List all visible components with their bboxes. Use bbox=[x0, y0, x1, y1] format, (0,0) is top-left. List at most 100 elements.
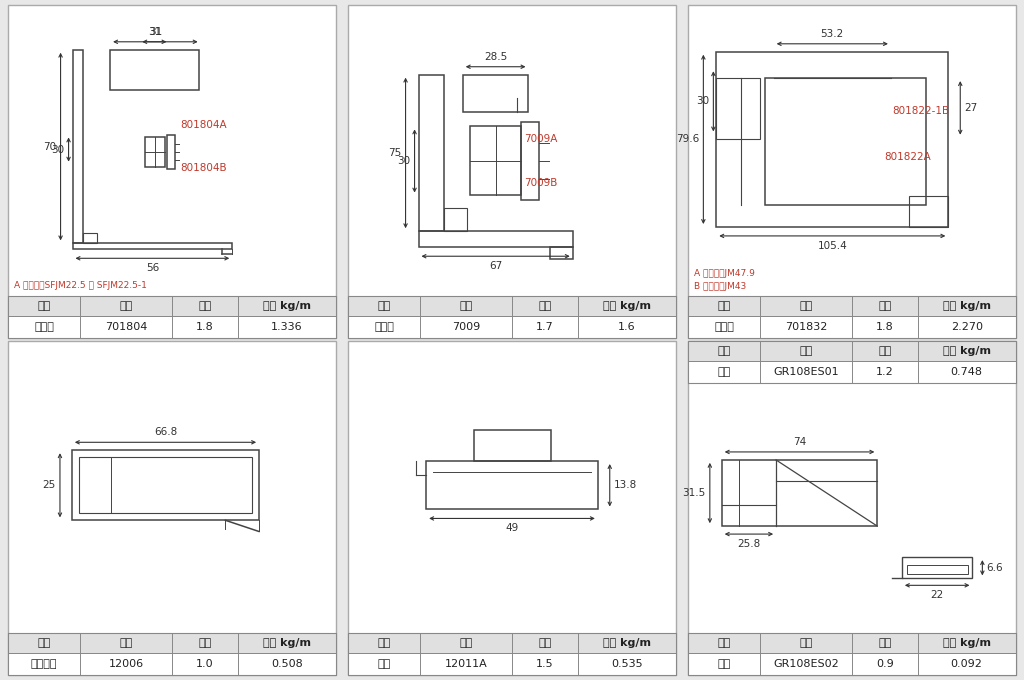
Text: 名称: 名称 bbox=[718, 638, 731, 647]
Bar bbox=[8, 653, 336, 675]
Bar bbox=[8, 341, 336, 675]
Text: 名称: 名称 bbox=[38, 638, 51, 647]
Text: 型号: 型号 bbox=[120, 638, 133, 647]
Bar bbox=[765, 78, 927, 205]
Text: 53.2: 53.2 bbox=[820, 29, 844, 39]
Text: 701804: 701804 bbox=[105, 322, 147, 332]
Text: 25: 25 bbox=[43, 480, 56, 490]
Text: 56: 56 bbox=[145, 263, 159, 273]
Text: 27: 27 bbox=[965, 103, 978, 113]
Bar bbox=[521, 122, 540, 200]
Text: 固玻压线: 固玻压线 bbox=[31, 658, 57, 668]
Bar bbox=[470, 126, 521, 195]
Text: B 面角码：JM43: B 面角码：JM43 bbox=[694, 282, 746, 291]
Text: 型号: 型号 bbox=[460, 638, 473, 647]
Text: 壁厚: 壁厚 bbox=[879, 301, 891, 311]
Bar bbox=[348, 341, 676, 675]
Text: 0.535: 0.535 bbox=[611, 658, 642, 668]
Bar bbox=[908, 196, 948, 227]
Bar bbox=[443, 208, 467, 231]
Text: 1.5: 1.5 bbox=[536, 658, 554, 668]
Bar bbox=[8, 632, 336, 675]
Text: 75: 75 bbox=[388, 148, 401, 158]
Text: 名称: 名称 bbox=[38, 301, 51, 311]
Text: 1.2: 1.2 bbox=[876, 367, 894, 377]
Text: 22: 22 bbox=[931, 590, 944, 600]
Bar bbox=[8, 632, 336, 653]
Bar bbox=[688, 341, 1016, 384]
Text: 801822-1B: 801822-1B bbox=[892, 106, 949, 116]
Bar bbox=[717, 52, 948, 227]
Bar bbox=[79, 457, 252, 513]
Text: 米重 kg/m: 米重 kg/m bbox=[263, 301, 310, 311]
Bar bbox=[688, 341, 1016, 361]
Text: 7009: 7009 bbox=[452, 322, 480, 332]
Text: 79.6: 79.6 bbox=[676, 135, 699, 144]
Bar bbox=[688, 296, 1016, 338]
Text: 701832: 701832 bbox=[785, 322, 827, 332]
Bar bbox=[463, 75, 528, 112]
Bar bbox=[722, 460, 878, 526]
Text: 12011A: 12011A bbox=[444, 658, 487, 668]
Text: 转向框: 转向框 bbox=[34, 322, 54, 332]
Bar bbox=[8, 296, 336, 316]
Bar bbox=[348, 316, 676, 338]
Text: 假中挺: 假中挺 bbox=[374, 322, 394, 332]
Text: 7009B: 7009B bbox=[523, 178, 557, 188]
Text: 纱扇: 纱扇 bbox=[718, 367, 731, 377]
Text: GR108ES01: GR108ES01 bbox=[773, 367, 839, 377]
Text: 名称: 名称 bbox=[378, 638, 391, 647]
Text: 纱压: 纱压 bbox=[718, 658, 731, 668]
Text: 1.8: 1.8 bbox=[876, 322, 894, 332]
Text: 12006: 12006 bbox=[109, 658, 143, 668]
Text: 米重 kg/m: 米重 kg/m bbox=[603, 301, 650, 311]
Bar bbox=[688, 632, 1016, 653]
Text: 壁厚: 壁厚 bbox=[199, 301, 211, 311]
Text: 0.9: 0.9 bbox=[876, 658, 894, 668]
Text: 型号: 型号 bbox=[460, 301, 473, 311]
Text: 1.6: 1.6 bbox=[617, 322, 636, 332]
Bar bbox=[688, 341, 1016, 675]
Bar bbox=[8, 316, 336, 338]
Text: 70: 70 bbox=[43, 141, 56, 152]
Text: 30: 30 bbox=[397, 156, 411, 166]
Bar bbox=[8, 296, 336, 338]
Bar bbox=[83, 233, 96, 243]
Text: 105.4: 105.4 bbox=[817, 241, 847, 251]
Bar bbox=[348, 296, 676, 316]
Bar bbox=[902, 557, 973, 578]
Text: 米重 kg/m: 米重 kg/m bbox=[263, 638, 310, 647]
Bar bbox=[73, 50, 83, 243]
Text: 801804A: 801804A bbox=[180, 120, 227, 130]
Text: 型号: 型号 bbox=[800, 301, 813, 311]
Text: 米重 kg/m: 米重 kg/m bbox=[943, 638, 990, 647]
Bar bbox=[348, 632, 676, 653]
Text: 副框: 副框 bbox=[378, 658, 391, 668]
Text: A 面角码：JM47.9: A 面角码：JM47.9 bbox=[694, 269, 755, 278]
Text: 66.8: 66.8 bbox=[154, 427, 177, 437]
Bar bbox=[473, 430, 551, 461]
Bar bbox=[348, 632, 676, 675]
Text: 壁厚: 壁厚 bbox=[539, 638, 551, 647]
Text: 壁厚: 壁厚 bbox=[879, 346, 891, 356]
Bar bbox=[688, 296, 1016, 316]
Text: 7009A: 7009A bbox=[523, 134, 557, 144]
Text: 25.8: 25.8 bbox=[737, 539, 761, 549]
Bar bbox=[348, 653, 676, 675]
Text: 1.8: 1.8 bbox=[196, 322, 214, 332]
Text: 米重 kg/m: 米重 kg/m bbox=[943, 301, 990, 311]
Bar bbox=[907, 565, 968, 573]
Text: 名称: 名称 bbox=[718, 346, 731, 356]
Bar bbox=[167, 135, 175, 169]
Text: 型号: 型号 bbox=[800, 346, 813, 356]
Bar bbox=[426, 461, 598, 509]
Bar bbox=[419, 75, 443, 231]
Bar bbox=[688, 632, 1016, 675]
Bar bbox=[8, 5, 336, 338]
Text: 1.0: 1.0 bbox=[196, 658, 214, 668]
Text: 801822A: 801822A bbox=[885, 152, 931, 163]
Bar bbox=[73, 243, 232, 250]
Text: 6.6: 6.6 bbox=[986, 563, 1002, 573]
Text: 壁厚: 壁厚 bbox=[539, 301, 551, 311]
Text: 外开扇: 外开扇 bbox=[714, 322, 734, 332]
